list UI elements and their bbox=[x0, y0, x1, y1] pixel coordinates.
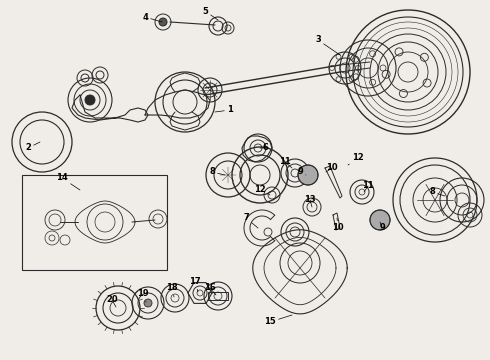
Text: 16: 16 bbox=[204, 284, 216, 295]
Bar bbox=[22, 175, 167, 270]
Text: 12: 12 bbox=[348, 153, 364, 165]
Text: 4: 4 bbox=[142, 13, 162, 22]
Text: 10: 10 bbox=[332, 218, 344, 233]
Circle shape bbox=[159, 18, 167, 26]
Circle shape bbox=[298, 165, 318, 185]
Text: 18: 18 bbox=[166, 284, 178, 297]
Text: 7: 7 bbox=[243, 213, 258, 228]
Circle shape bbox=[85, 95, 95, 105]
Text: 6: 6 bbox=[260, 144, 268, 153]
Text: 2: 2 bbox=[25, 142, 40, 153]
Circle shape bbox=[370, 210, 390, 230]
Text: 9: 9 bbox=[379, 222, 385, 233]
Text: 1: 1 bbox=[215, 105, 233, 114]
Text: 10: 10 bbox=[326, 163, 338, 172]
Circle shape bbox=[144, 299, 152, 307]
Text: 9: 9 bbox=[297, 167, 306, 176]
Bar bbox=[208, 292, 228, 300]
Text: 12: 12 bbox=[254, 185, 270, 195]
Text: 20: 20 bbox=[106, 296, 118, 307]
Text: 5: 5 bbox=[202, 6, 218, 20]
Text: 19: 19 bbox=[137, 289, 149, 302]
Text: 14: 14 bbox=[56, 174, 80, 190]
Text: 11: 11 bbox=[279, 158, 292, 168]
Text: 13: 13 bbox=[304, 195, 316, 207]
Text: 3: 3 bbox=[315, 36, 340, 55]
Text: 11: 11 bbox=[362, 181, 374, 192]
Text: 8: 8 bbox=[429, 188, 445, 197]
Text: 8: 8 bbox=[209, 167, 225, 176]
Text: 15: 15 bbox=[264, 315, 292, 327]
Text: 17: 17 bbox=[189, 278, 201, 292]
